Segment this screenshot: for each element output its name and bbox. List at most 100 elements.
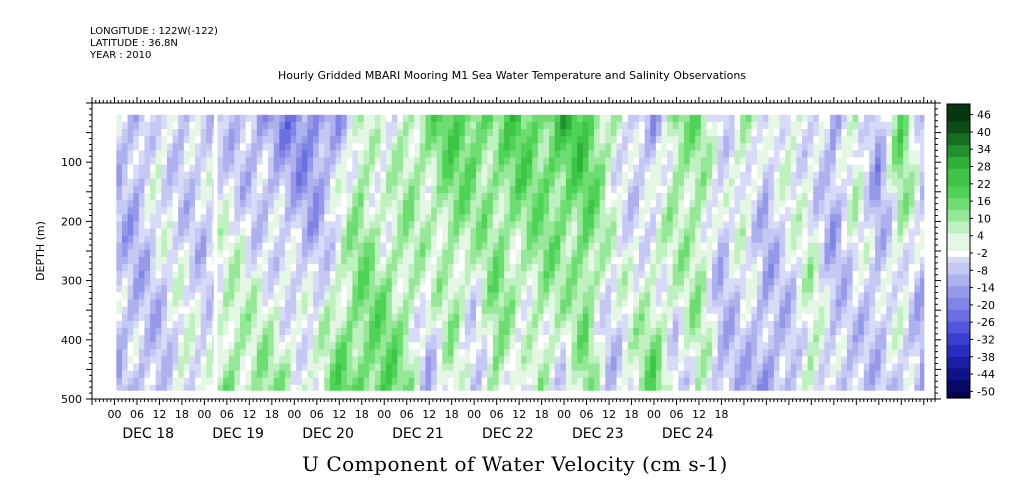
heatmap-cell <box>166 157 174 166</box>
heatmap-cell <box>672 271 679 279</box>
heatmap-cell <box>655 271 663 279</box>
heatmap-cell <box>622 228 629 237</box>
heatmap-cell <box>768 164 775 173</box>
heatmap-cell <box>543 200 550 208</box>
heatmap-cell <box>594 129 601 137</box>
heatmap-cell <box>818 157 826 166</box>
heatmap-cell <box>402 292 410 301</box>
heatmap-cell <box>796 228 803 237</box>
heatmap-cell <box>313 207 320 215</box>
heatmap-cell <box>571 178 578 187</box>
heatmap-cell <box>773 129 781 137</box>
heatmap-cell <box>183 143 191 151</box>
heatmap-cell <box>453 178 460 187</box>
heatmap-cell <box>706 178 713 187</box>
heatmap-cell <box>695 171 702 180</box>
heatmap-cell <box>245 335 252 343</box>
heatmap-cell <box>195 157 202 166</box>
heatmap-cell <box>138 114 146 123</box>
heatmap-cell <box>537 235 545 244</box>
heatmap-cell <box>723 214 730 222</box>
heatmap-cell <box>217 292 224 301</box>
heatmap-cell <box>588 327 595 336</box>
heatmap-cell <box>273 327 280 336</box>
heatmap-cell <box>200 285 207 294</box>
heatmap-cell <box>689 313 696 322</box>
heatmap-cell <box>745 228 753 237</box>
heatmap-cell <box>363 200 370 208</box>
heatmap-cell <box>206 143 213 151</box>
heatmap-cell <box>773 136 781 144</box>
heatmap-cell <box>329 327 337 336</box>
heatmap-cell <box>431 356 438 365</box>
heatmap-cell <box>768 185 775 194</box>
heatmap-cell <box>341 178 348 187</box>
heatmap-cell <box>560 228 567 237</box>
heatmap-cell <box>166 235 174 244</box>
heatmap-cell <box>408 157 415 166</box>
heatmap-cell <box>273 313 280 322</box>
heatmap-cell <box>161 299 168 308</box>
heatmap-cell <box>397 136 404 144</box>
heatmap-cell <box>481 299 488 308</box>
heatmap-cell <box>127 313 134 322</box>
heatmap-cell <box>683 285 691 294</box>
heatmap-cell <box>560 363 567 372</box>
heatmap-cell <box>509 185 516 194</box>
heatmap-cell <box>560 221 567 230</box>
heatmap-cell <box>650 370 657 379</box>
heatmap-cell <box>307 306 314 315</box>
heatmap-cell <box>116 335 123 343</box>
heatmap-cell <box>532 327 539 336</box>
heatmap-cell <box>133 192 140 201</box>
heatmap-cell <box>346 114 353 123</box>
heatmap-cell <box>689 271 696 279</box>
heatmap-cell <box>234 221 241 230</box>
heatmap-cell <box>324 292 331 301</box>
heatmap-cell <box>453 228 460 237</box>
heatmap-cell <box>116 178 123 187</box>
heatmap-cell <box>436 114 443 123</box>
heatmap-cell <box>414 313 421 322</box>
heatmap-cell <box>571 327 578 336</box>
heatmap-cell <box>537 377 545 386</box>
heatmap-cell <box>279 192 286 201</box>
heatmap-cell <box>768 221 775 230</box>
heatmap-cell <box>807 285 814 294</box>
heatmap-cell <box>470 256 477 265</box>
heatmap-cell <box>554 200 561 208</box>
heatmap-cell <box>363 356 370 365</box>
heatmap-cell <box>217 178 224 187</box>
heatmap-cell <box>116 200 123 208</box>
heatmap-cell <box>779 200 786 208</box>
heatmap-cell <box>723 157 730 166</box>
heatmap-cell <box>717 363 724 372</box>
heatmap-cell <box>391 306 398 315</box>
heatmap-cell <box>745 363 753 372</box>
heatmap-cell <box>734 292 741 301</box>
heatmap-cell <box>307 143 314 151</box>
heatmap-cell <box>307 221 314 230</box>
heatmap-cell <box>431 200 438 208</box>
heatmap-cell <box>509 292 516 301</box>
heatmap-cell <box>785 200 792 208</box>
heatmap-cell <box>565 306 573 315</box>
heatmap-cell <box>245 356 252 365</box>
heatmap-cell <box>706 129 713 137</box>
heatmap-cell <box>796 320 803 329</box>
heatmap-cell <box>627 335 634 343</box>
heatmap-cell <box>728 200 736 208</box>
heatmap-cell <box>374 143 382 151</box>
heatmap-cell <box>728 278 736 286</box>
heatmap-cell <box>683 114 691 123</box>
heatmap-cell <box>476 143 483 151</box>
heatmap-cell <box>161 370 168 379</box>
heatmap-cell <box>616 377 623 386</box>
heatmap-cell <box>172 327 179 336</box>
heatmap-cell <box>661 349 668 357</box>
heatmap-cell <box>116 292 123 301</box>
heatmap-cell <box>133 349 140 357</box>
heatmap-cell <box>341 121 348 130</box>
heatmap-cell <box>723 278 730 286</box>
heatmap-cell <box>695 249 702 258</box>
